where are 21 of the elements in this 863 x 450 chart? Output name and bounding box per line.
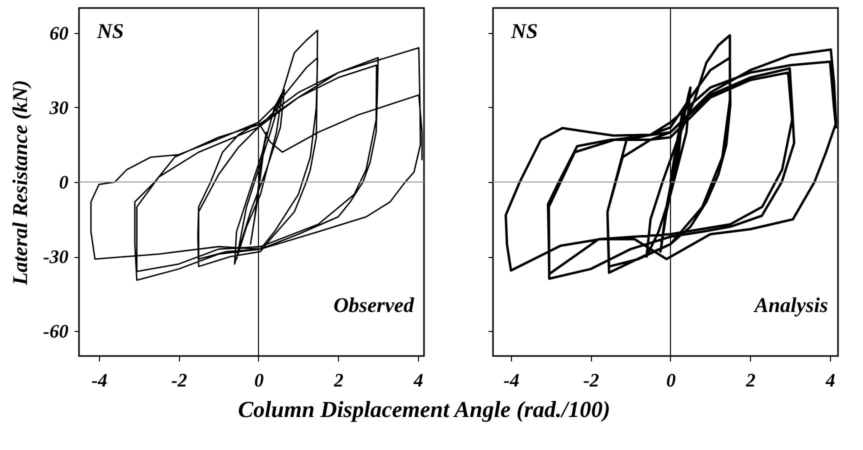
y-tick-label: 30 — [48, 98, 69, 119]
y-tick-label: 60 — [50, 23, 69, 44]
y-tick-label: 0 — [59, 172, 69, 194]
x-tick-label: -2 — [583, 370, 600, 392]
annotation: NS — [510, 19, 538, 43]
y-tick-label: -60 — [43, 322, 69, 343]
annotation: Observed — [334, 293, 414, 317]
x-tick-label: -4 — [504, 370, 520, 392]
x-tick-label: 0 — [254, 370, 264, 392]
x-axis-title: Column Displacement Angle (rad./100) — [238, 396, 610, 422]
x-tick-label: 4 — [824, 370, 836, 392]
y-axis-title: Lateral Resistance (kN) — [8, 80, 32, 286]
x-tick-label: 2 — [333, 370, 344, 392]
annotation: NS — [96, 19, 124, 43]
x-tick-label: -4 — [92, 370, 108, 392]
x-tick-label: 2 — [745, 370, 756, 392]
x-tick-label: 0 — [666, 370, 676, 392]
annotation: Analysis — [752, 293, 828, 317]
y-tick-label: -30 — [43, 247, 69, 268]
x-tick-label: -2 — [171, 370, 188, 392]
x-tick-label: 4 — [412, 370, 424, 392]
